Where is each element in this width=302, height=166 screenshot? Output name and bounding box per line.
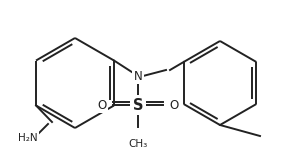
Text: S: S	[133, 97, 143, 113]
Text: O: O	[169, 98, 178, 112]
Text: O: O	[97, 98, 107, 112]
Text: H₂N: H₂N	[18, 133, 38, 143]
Text: CH₃: CH₃	[128, 139, 148, 149]
Text: N: N	[133, 70, 142, 83]
